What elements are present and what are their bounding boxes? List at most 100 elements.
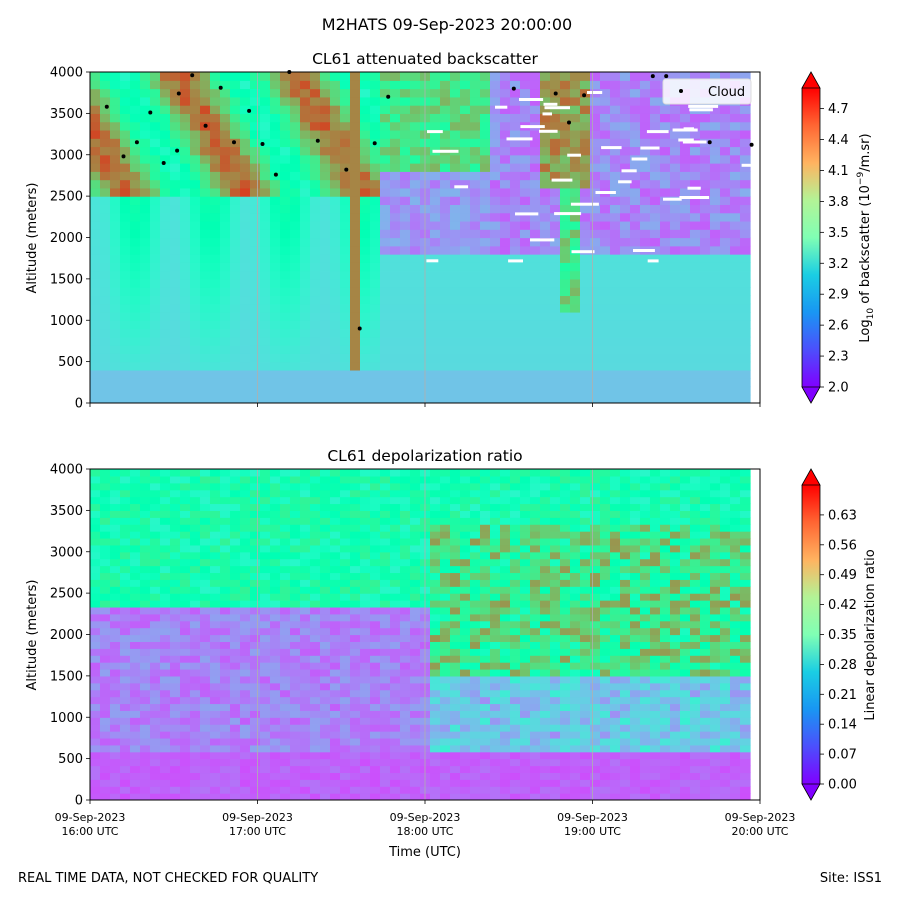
panel2-cell [140, 565, 151, 574]
panel1-cell [530, 320, 541, 330]
panel2-cell [320, 662, 331, 670]
panel1-cell [100, 353, 111, 363]
panel2-cell [510, 613, 521, 622]
panel1-cell [390, 369, 401, 379]
panel1-cell [490, 311, 501, 321]
panel2-cell [460, 606, 471, 615]
panel2-cell [520, 648, 531, 656]
panel2-cell [300, 779, 311, 787]
panel2-cell [250, 765, 261, 774]
panel1-cell [310, 303, 321, 313]
panel2-cell [530, 593, 541, 601]
panel2-cell [250, 558, 261, 567]
panel1-cell [270, 353, 281, 363]
panel1-cell [380, 88, 391, 98]
panel1-cell [270, 72, 281, 81]
panel1-cell [690, 212, 701, 222]
panel1-cell [690, 378, 701, 388]
panel1-cell [560, 96, 571, 106]
panel1-cell [140, 72, 151, 81]
panel2-cell [520, 668, 531, 677]
panel1-cell [180, 303, 191, 313]
panel2-cell [480, 696, 491, 705]
panel2-cell [190, 558, 201, 567]
panel2-cell [530, 641, 541, 649]
panel1-cell [350, 154, 361, 164]
panel1-cell [620, 303, 631, 313]
panel1-cell [590, 229, 601, 239]
panel2-cell [290, 544, 301, 553]
panel2-cell [350, 786, 361, 794]
panel2-cell [520, 682, 531, 691]
panel2-cell [100, 517, 111, 525]
panel1-cell [540, 394, 551, 403]
panel1-cell [280, 336, 291, 346]
panel1-cell [400, 146, 411, 156]
panel2-cell [140, 482, 151, 491]
panel2-cell [90, 744, 101, 753]
panel2-cell [300, 469, 311, 477]
panel1-cell [320, 369, 331, 379]
panel2-cell [460, 524, 471, 532]
panel2-cell [540, 737, 551, 746]
panel1-cell [300, 88, 311, 98]
panel1-cell [220, 386, 231, 396]
panel1-cell [270, 295, 281, 305]
panel2-cell [450, 517, 461, 525]
panel2-cell [310, 744, 321, 753]
panel1-cell [170, 72, 181, 81]
panel1-cell [250, 220, 261, 230]
panel1-cell [430, 386, 441, 396]
panel1-cell [670, 336, 681, 346]
panel1-cell [320, 220, 331, 230]
panel2-cell [490, 475, 501, 484]
panel1-cell [510, 220, 521, 230]
panel1-cell [390, 171, 401, 181]
panel1-cell [260, 270, 271, 280]
cloud-point [134, 140, 139, 145]
panel1-cell [320, 187, 331, 197]
panel1-cell [270, 113, 281, 123]
panel2-cell [150, 469, 161, 477]
panel1-cell [380, 138, 391, 148]
panel1-cell [360, 262, 371, 272]
panel2-cell [200, 779, 211, 787]
panel2-cell [120, 758, 131, 767]
panel2-cell [340, 682, 351, 691]
panel1-cell [520, 171, 531, 181]
panel2-cell [190, 744, 201, 753]
panel1-cell [600, 105, 611, 114]
panel1-cell [230, 287, 241, 297]
panel2-cell [480, 717, 491, 725]
panel2-cell [160, 662, 171, 670]
panel2-cell [260, 544, 271, 553]
panel2-cell [120, 482, 131, 491]
panel1-cell [740, 345, 751, 354]
panel2-cell [520, 641, 531, 649]
panel1-cell [480, 154, 491, 164]
panel2-cell [530, 510, 541, 518]
panel1-cell [120, 345, 131, 354]
panel1-cell [290, 311, 301, 321]
panel1-cell [160, 154, 171, 164]
panel2-cell [190, 675, 201, 684]
panel1-cell [160, 386, 171, 396]
panel1-cell [370, 179, 381, 189]
panel1-cell [730, 361, 741, 371]
panel2-cell [390, 551, 401, 560]
panel2-cell [370, 717, 381, 725]
panel1-cell [610, 204, 621, 214]
panel1-cell [190, 204, 201, 214]
panel2-cell [250, 724, 261, 732]
panel1-cell [660, 361, 671, 371]
panel1-cell [600, 353, 611, 363]
panel2-cell [470, 586, 481, 594]
panel1-cell [610, 171, 621, 181]
panel1-cell [440, 187, 451, 197]
panel2-cell [390, 641, 401, 649]
panel1-cell [510, 121, 521, 131]
panel1-cell [500, 179, 511, 189]
panel1-cell [180, 278, 191, 288]
panel2-cell [320, 496, 331, 505]
panel2-cell [180, 627, 191, 636]
